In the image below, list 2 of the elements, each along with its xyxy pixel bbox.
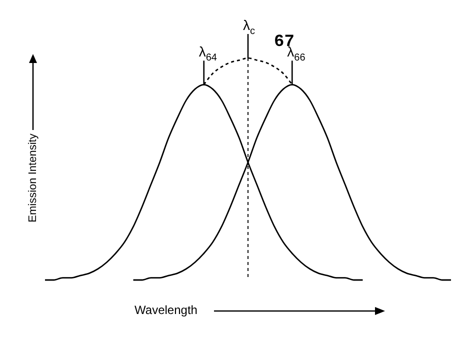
- y-axis-title: Emission Intensity: [27, 133, 39, 222]
- x-axis-title: Wavelength: [134, 303, 198, 317]
